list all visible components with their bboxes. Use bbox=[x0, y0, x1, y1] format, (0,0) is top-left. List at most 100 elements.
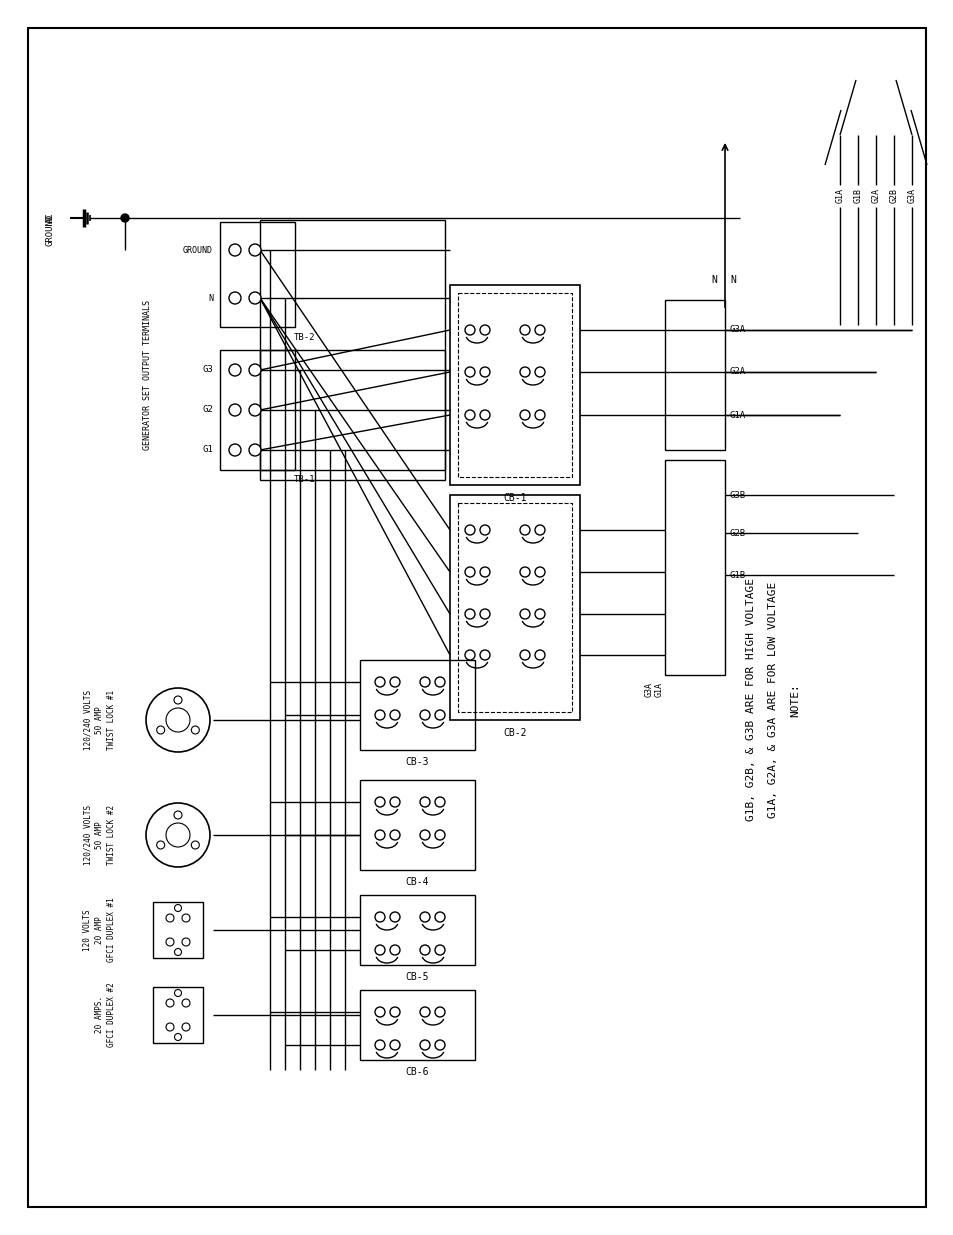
Circle shape bbox=[249, 445, 261, 456]
Text: NOTE:: NOTE: bbox=[789, 683, 800, 716]
Circle shape bbox=[535, 567, 544, 577]
Bar bbox=[359, 659, 475, 750]
Text: GROUND: GROUND bbox=[46, 214, 54, 246]
Circle shape bbox=[375, 677, 385, 687]
Text: GFCI DUPLEX #2: GFCI DUPLEX #2 bbox=[108, 983, 116, 1047]
Circle shape bbox=[229, 245, 241, 256]
Text: 50 AMP: 50 AMP bbox=[95, 821, 105, 848]
Text: TB-1: TB-1 bbox=[294, 475, 315, 484]
Text: G2B: G2B bbox=[888, 188, 898, 203]
Text: 120/240 VOLTS: 120/240 VOLTS bbox=[84, 690, 92, 750]
Circle shape bbox=[173, 697, 182, 704]
Circle shape bbox=[519, 650, 530, 659]
Bar bbox=[457, 503, 572, 713]
Text: G2: G2 bbox=[202, 405, 213, 415]
Text: CB-4: CB-4 bbox=[405, 877, 428, 887]
Circle shape bbox=[156, 841, 165, 848]
Text: G3A: G3A bbox=[906, 188, 916, 203]
Circle shape bbox=[419, 830, 430, 840]
Circle shape bbox=[464, 325, 475, 335]
Bar bbox=[664, 459, 724, 676]
Text: GFCI DUPLEX #1: GFCI DUPLEX #1 bbox=[108, 898, 116, 962]
Bar bbox=[359, 895, 475, 965]
Circle shape bbox=[390, 1007, 399, 1016]
Circle shape bbox=[390, 1040, 399, 1050]
Circle shape bbox=[174, 1034, 181, 1041]
Circle shape bbox=[435, 710, 444, 720]
Circle shape bbox=[535, 367, 544, 377]
Circle shape bbox=[419, 797, 430, 806]
Text: 50 AMP: 50 AMP bbox=[95, 706, 105, 734]
Circle shape bbox=[464, 609, 475, 619]
Circle shape bbox=[419, 911, 430, 923]
Circle shape bbox=[464, 410, 475, 420]
Circle shape bbox=[535, 325, 544, 335]
Text: G3A: G3A bbox=[729, 326, 745, 335]
Circle shape bbox=[166, 939, 173, 946]
Circle shape bbox=[229, 291, 241, 304]
Text: CB-6: CB-6 bbox=[405, 1067, 428, 1077]
Circle shape bbox=[390, 710, 399, 720]
Circle shape bbox=[166, 708, 190, 732]
Circle shape bbox=[435, 945, 444, 955]
Text: N: N bbox=[729, 275, 735, 285]
Circle shape bbox=[390, 677, 399, 687]
Text: N: N bbox=[710, 275, 717, 285]
Circle shape bbox=[229, 445, 241, 456]
Circle shape bbox=[182, 914, 190, 923]
Text: G2B: G2B bbox=[729, 529, 745, 537]
Circle shape bbox=[464, 367, 475, 377]
Circle shape bbox=[174, 948, 181, 956]
Circle shape bbox=[519, 567, 530, 577]
Circle shape bbox=[535, 609, 544, 619]
Circle shape bbox=[479, 525, 490, 535]
Circle shape bbox=[435, 677, 444, 687]
Circle shape bbox=[375, 830, 385, 840]
Text: TWIST LOCK #1: TWIST LOCK #1 bbox=[108, 690, 116, 750]
Bar bbox=[359, 990, 475, 1060]
Circle shape bbox=[146, 803, 210, 867]
Bar bbox=[152, 987, 203, 1044]
Circle shape bbox=[435, 1007, 444, 1016]
Circle shape bbox=[375, 911, 385, 923]
Circle shape bbox=[419, 945, 430, 955]
Text: G1A: G1A bbox=[835, 188, 843, 203]
Bar bbox=[664, 300, 724, 450]
Text: G3: G3 bbox=[202, 366, 213, 374]
Text: GROUND: GROUND bbox=[183, 246, 213, 254]
Circle shape bbox=[182, 999, 190, 1007]
Text: 20 AMPS.: 20 AMPS. bbox=[95, 997, 105, 1034]
Text: G1: G1 bbox=[202, 446, 213, 454]
Circle shape bbox=[182, 1023, 190, 1031]
Circle shape bbox=[464, 567, 475, 577]
Circle shape bbox=[249, 291, 261, 304]
Circle shape bbox=[192, 726, 199, 734]
Circle shape bbox=[249, 364, 261, 375]
Circle shape bbox=[174, 989, 181, 997]
Circle shape bbox=[173, 811, 182, 819]
Text: CB-1: CB-1 bbox=[503, 493, 526, 503]
Text: AC: AC bbox=[46, 212, 54, 224]
Circle shape bbox=[390, 945, 399, 955]
Circle shape bbox=[375, 945, 385, 955]
Circle shape bbox=[519, 367, 530, 377]
Bar bbox=[450, 285, 579, 485]
Circle shape bbox=[519, 609, 530, 619]
Text: CB-2: CB-2 bbox=[503, 727, 526, 739]
Circle shape bbox=[166, 914, 173, 923]
Text: N: N bbox=[208, 294, 213, 303]
Circle shape bbox=[249, 404, 261, 416]
Circle shape bbox=[390, 911, 399, 923]
Text: TB-2: TB-2 bbox=[294, 333, 315, 342]
Circle shape bbox=[535, 525, 544, 535]
Text: GENERATOR SET OUTPUT TERMINALS: GENERATOR SET OUTPUT TERMINALS bbox=[143, 300, 152, 450]
Circle shape bbox=[375, 797, 385, 806]
Bar bbox=[457, 293, 572, 477]
Circle shape bbox=[419, 1040, 430, 1050]
Bar bbox=[359, 781, 475, 869]
Bar bbox=[450, 495, 579, 720]
Circle shape bbox=[192, 841, 199, 848]
Circle shape bbox=[519, 410, 530, 420]
Text: G3A: G3A bbox=[644, 683, 654, 698]
Bar bbox=[260, 220, 444, 471]
